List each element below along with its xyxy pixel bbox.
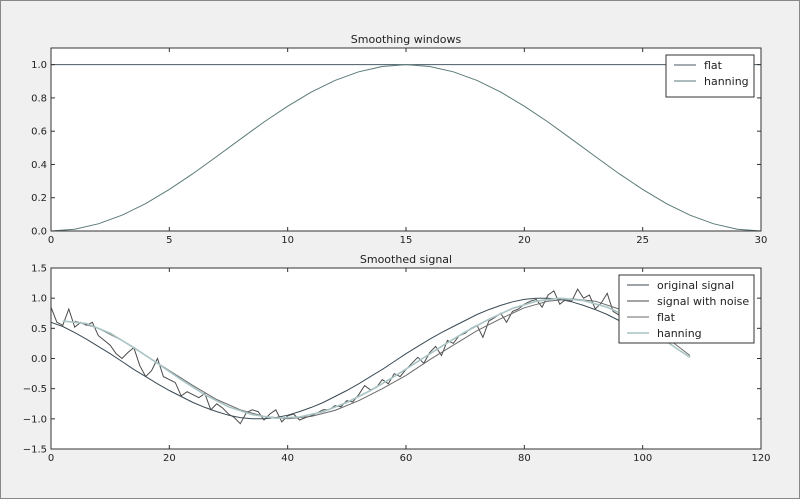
x-tick-label: 10 bbox=[281, 235, 294, 246]
x-tick-label: 30 bbox=[755, 235, 768, 246]
x-tick-label: 0 bbox=[48, 453, 54, 464]
legend-label: original signal bbox=[657, 279, 734, 292]
smoothed-signal-plot: 0 20 40 60 80 100 120−1.5−1.0−0.50.00.51.01.5 … bbox=[23, 253, 771, 464]
legend: flat hanning bbox=[665, 54, 755, 98]
y-tick-label: 0.4 bbox=[31, 160, 47, 171]
chart-title: Smoothing windows bbox=[351, 33, 462, 46]
x-tick-label: 20 bbox=[518, 235, 531, 246]
y-tick-label: 0.2 bbox=[31, 193, 47, 204]
y-tick-label: −0.5 bbox=[23, 384, 47, 395]
x-tick-label: 15 bbox=[400, 235, 413, 246]
series-line-hanning bbox=[62, 297, 691, 420]
series-line-hanning bbox=[50, 64, 762, 232]
legend-label: flat bbox=[704, 59, 723, 72]
y-tick-label: 1.0 bbox=[31, 60, 47, 71]
y-tick-label: 1.0 bbox=[31, 294, 47, 305]
series-line-flat bbox=[74, 298, 691, 420]
y-tick-label: 0.0 bbox=[31, 227, 47, 238]
legend-label: flat bbox=[657, 311, 676, 324]
plot-area bbox=[51, 48, 761, 231]
x-tick-label: 120 bbox=[751, 453, 770, 464]
legend: original signal signal with noise flat hann… bbox=[618, 274, 755, 344]
x-tick-label: 5 bbox=[166, 235, 172, 246]
y-tick-label: 0.0 bbox=[31, 354, 47, 365]
x-tick-label: 100 bbox=[633, 453, 652, 464]
ticks-group: 0 20 40 60 80 100 120 −1.5 −1.0 −0.5 0.0 0.5 1.0 1.5 bbox=[23, 264, 771, 465]
x-tick-label: 40 bbox=[281, 453, 294, 464]
smoothing-windows-plot: 0 5 10 15 20 25 30 0.0 0.2 0.4 0.6 0.8 1.0 Smoothing… bbox=[31, 33, 767, 246]
legend-label: signal with noise bbox=[657, 295, 749, 308]
legend-label: hanning bbox=[704, 75, 749, 88]
series-group bbox=[50, 288, 691, 425]
x-tick-label: 0 bbox=[48, 235, 54, 246]
legend-box bbox=[618, 274, 755, 344]
series-line-original-signal bbox=[50, 297, 638, 420]
ticks-group: 0 5 10 15 20 25 30 0.0 0.2 0.4 0.6 0.8 1.0 bbox=[31, 48, 767, 246]
y-tick-label: −1.5 bbox=[23, 445, 47, 456]
y-tick-label: 0.5 bbox=[31, 324, 47, 335]
legend-box bbox=[665, 54, 755, 98]
y-tick-label: 1.5 bbox=[31, 264, 47, 275]
x-tick-label: 80 bbox=[518, 453, 531, 464]
y-tick-label: 0.8 bbox=[31, 93, 47, 104]
y-tick-label: 0.6 bbox=[31, 127, 47, 138]
x-tick-label: 25 bbox=[636, 235, 649, 246]
x-tick-label: 60 bbox=[400, 453, 413, 464]
chart-title: Smoothed signal bbox=[360, 253, 452, 266]
x-tick-label: 20 bbox=[163, 453, 176, 464]
y-tick-label: −1.0 bbox=[23, 414, 47, 425]
legend-label: hanning bbox=[657, 327, 702, 340]
series-group bbox=[50, 64, 762, 232]
